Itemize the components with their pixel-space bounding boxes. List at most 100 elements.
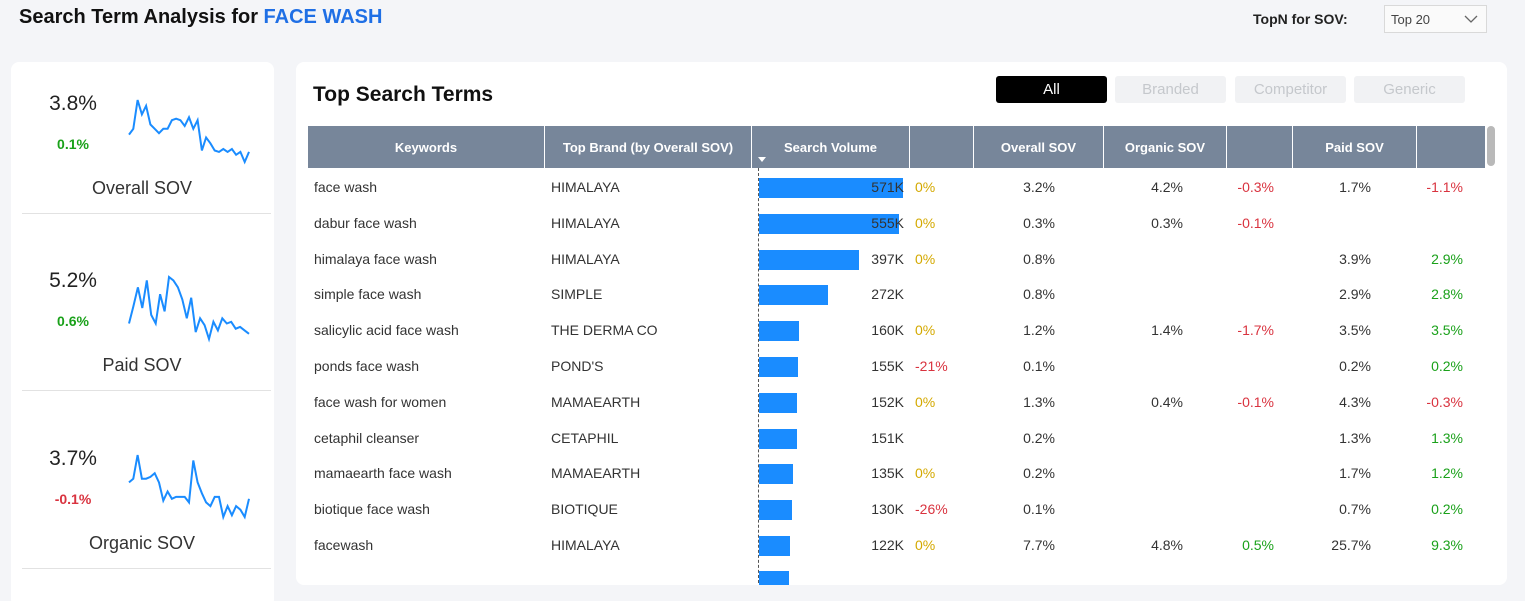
table-row[interactable]: facewash HIMALAYA 122K 0% 7.7% 4.8% 0.5% 25.7% 9…: [308, 527, 1485, 563]
paid-change-cell: 1.2%: [1431, 465, 1463, 482]
paid-sov-cell: [1293, 205, 1371, 241]
organic-change-cell: [1208, 491, 1274, 527]
col-header-top-brand[interactable]: Top Brand (by Overall SOV): [545, 126, 752, 168]
keyword-cell: biotique face wash: [314, 501, 430, 518]
paid-sov-cell: 1.7%: [1339, 465, 1371, 482]
paid-sov-cell: 0.2%: [1339, 358, 1371, 374]
keyword-cell: salicylic acid face wash: [314, 322, 459, 339]
organic-sov-cell: [1104, 420, 1183, 456]
organic-change-cell: [1208, 348, 1274, 384]
paid-change-cell: -0.3%: [1426, 393, 1463, 410]
table-row[interactable]: biotique face wash BIOTIQUE 130K -26% 0.1% 0.…: [308, 491, 1485, 527]
overall-sov-cell: 3.2%: [1023, 179, 1055, 195]
volume-change-cell: 0%: [915, 214, 936, 231]
table-title: Top Search Terms: [313, 83, 494, 106]
topn-dropdown[interactable]: Top 20: [1384, 5, 1487, 33]
paid-change-cell: 0.2%: [1431, 358, 1463, 374]
table-row[interactable]: himalaya face wash HIMALAYA 397K 0% 0.8% 3.9%…: [308, 241, 1485, 277]
organic-change-cell: [1208, 455, 1274, 491]
overall-sov-cell: 0.1%: [1023, 501, 1055, 518]
table-row[interactable]: face wash HIMALAYA 571K 0% 3.2% 4.2% -0.3% 1.7%…: [308, 169, 1485, 205]
col-header-organic-change[interactable]: [1227, 126, 1293, 168]
brand-cell: MAMAEARTH: [551, 465, 641, 482]
kpi-change: 0.6%: [57, 313, 89, 329]
keyword-cell: facewash: [314, 537, 374, 553]
organic-sov-cell: 1.4%: [1151, 322, 1183, 339]
overall-sov-cell: 0.2%: [1023, 429, 1055, 446]
table-row[interactable]: cetaphil cleanser CETAPHIL 151K 0.2% 1.3% 1.3…: [308, 420, 1485, 456]
organic-change-cell: [1208, 276, 1274, 312]
volume-cell: 160K: [871, 322, 904, 339]
page-title-prefix: Search Term Analysis for: [19, 6, 264, 28]
kpi-sparkline: [128, 99, 250, 165]
table-row[interactable]: ponds face wash POND'S 155K -21% 0.1% 0.2% 0.2…: [308, 348, 1485, 384]
paid-sov-cell: 3.9%: [1339, 250, 1371, 267]
table-scrollbar[interactable]: [1487, 126, 1495, 166]
table-row[interactable]: face wash for women MAMAEARTH 152K 0% 1.3% 0.…: [308, 384, 1485, 420]
col-header-search-volume-label: Search Volume: [784, 139, 877, 155]
paid-change-cell: 3.5%: [1431, 322, 1463, 339]
table-header: Keywords Top Brand (by Overall SOV) Sear…: [308, 126, 1485, 168]
col-header-paid-change[interactable]: [1417, 126, 1485, 168]
volume-cell: 122K: [871, 537, 904, 553]
kpi-label: Paid SOV: [102, 355, 182, 375]
organic-change-cell: -1.7%: [1237, 322, 1274, 339]
paid-sov-cell: 2.9%: [1339, 286, 1371, 303]
col-header-volume-change[interactable]: [910, 126, 974, 168]
filter-generic-button[interactable]: Generic: [1354, 76, 1465, 103]
chevron-down-icon: [1464, 15, 1478, 23]
filter-all-button[interactable]: All: [996, 76, 1107, 103]
category-name: FACE WASH: [263, 6, 383, 28]
col-header-keywords[interactable]: Keywords: [308, 126, 545, 168]
overall-sov-cell: 0.8%: [1023, 250, 1055, 267]
col-header-search-volume[interactable]: Search Volume: [752, 126, 910, 168]
paid-change-cell: [1398, 205, 1463, 241]
volume-cell: 397K: [871, 250, 904, 267]
keyword-cell: simple face wash: [314, 286, 422, 303]
volume-bar: [759, 213, 899, 234]
organic-change-cell: -0.3%: [1237, 179, 1274, 195]
paid-sov-cell: 0.7%: [1339, 501, 1371, 518]
filter-branded-button[interactable]: Branded: [1115, 76, 1226, 103]
volume-cell: 272K: [871, 286, 904, 303]
volume-cell: 571K: [871, 179, 904, 195]
paid-sov-cell: 4.3%: [1339, 393, 1371, 410]
col-header-overall-sov[interactable]: Overall SOV: [974, 126, 1104, 168]
organic-sov-cell: [1104, 455, 1183, 491]
table-row[interactable]: salicylic acid face wash THE DERMA CO 160K…: [308, 312, 1485, 348]
volume-change-cell: 0%: [915, 393, 936, 410]
brand-cell: HIMALAYA: [551, 214, 620, 231]
organic-sov-cell: [1104, 348, 1183, 384]
volume-bar: [759, 500, 792, 521]
volume-cell: 152K: [871, 393, 904, 410]
kpi-organic-sov: 3.7% -0.1% Organic SOV: [22, 417, 271, 569]
table-row[interactable]: simple face wash SIMPLE 272K 0.8% 2.9% 2.8%: [308, 276, 1485, 312]
overall-sov-cell: 7.7%: [1023, 537, 1055, 553]
organic-sov-cell: [1104, 241, 1183, 277]
organic-change-cell: [1208, 420, 1274, 456]
paid-sov-cell: 3.5%: [1339, 322, 1371, 339]
organic-change-cell: -0.1%: [1237, 214, 1274, 231]
paid-sov-cell: 25.7%: [1331, 537, 1371, 553]
overall-sov-cell: 0.2%: [1023, 465, 1055, 482]
kpi-paid-sov: 5.2% 0.6% Paid SOV: [22, 239, 271, 391]
bar-baseline: [758, 168, 759, 585]
organic-change-cell: 0.5%: [1242, 537, 1274, 553]
col-header-paid-sov[interactable]: Paid SOV: [1293, 126, 1417, 168]
kpi-panel: 3.8% 0.1% Overall SOV 5.2% 0.6% Paid SOV…: [11, 62, 274, 601]
keyword-cell: face wash for women: [314, 393, 447, 410]
filter-competitor-button[interactable]: Competitor: [1235, 76, 1346, 103]
brand-cell: BIOTIQUE: [551, 501, 618, 518]
kpi-change: -0.1%: [54, 491, 92, 507]
paid-sov-cell: 1.3%: [1339, 429, 1371, 446]
keyword-cell: mamaearth face wash: [314, 465, 452, 482]
kpi-label: Organic SOV: [88, 533, 196, 553]
volume-cell: 555K: [871, 214, 904, 231]
organic-sov-cell: [1104, 491, 1183, 527]
table-row[interactable]: mamaearth face wash MAMAEARTH 135K 0% 0.2% 1.…: [308, 455, 1485, 491]
paid-change-cell: 9.3%: [1431, 537, 1463, 553]
kpi-value: 3.8%: [49, 92, 97, 115]
volume-change-cell: 0%: [915, 250, 936, 267]
col-header-organic-sov[interactable]: Organic SOV: [1104, 126, 1227, 168]
table-row[interactable]: dabur face wash HIMALAYA 555K 0% 0.3% 0.3% -0.…: [308, 205, 1485, 241]
